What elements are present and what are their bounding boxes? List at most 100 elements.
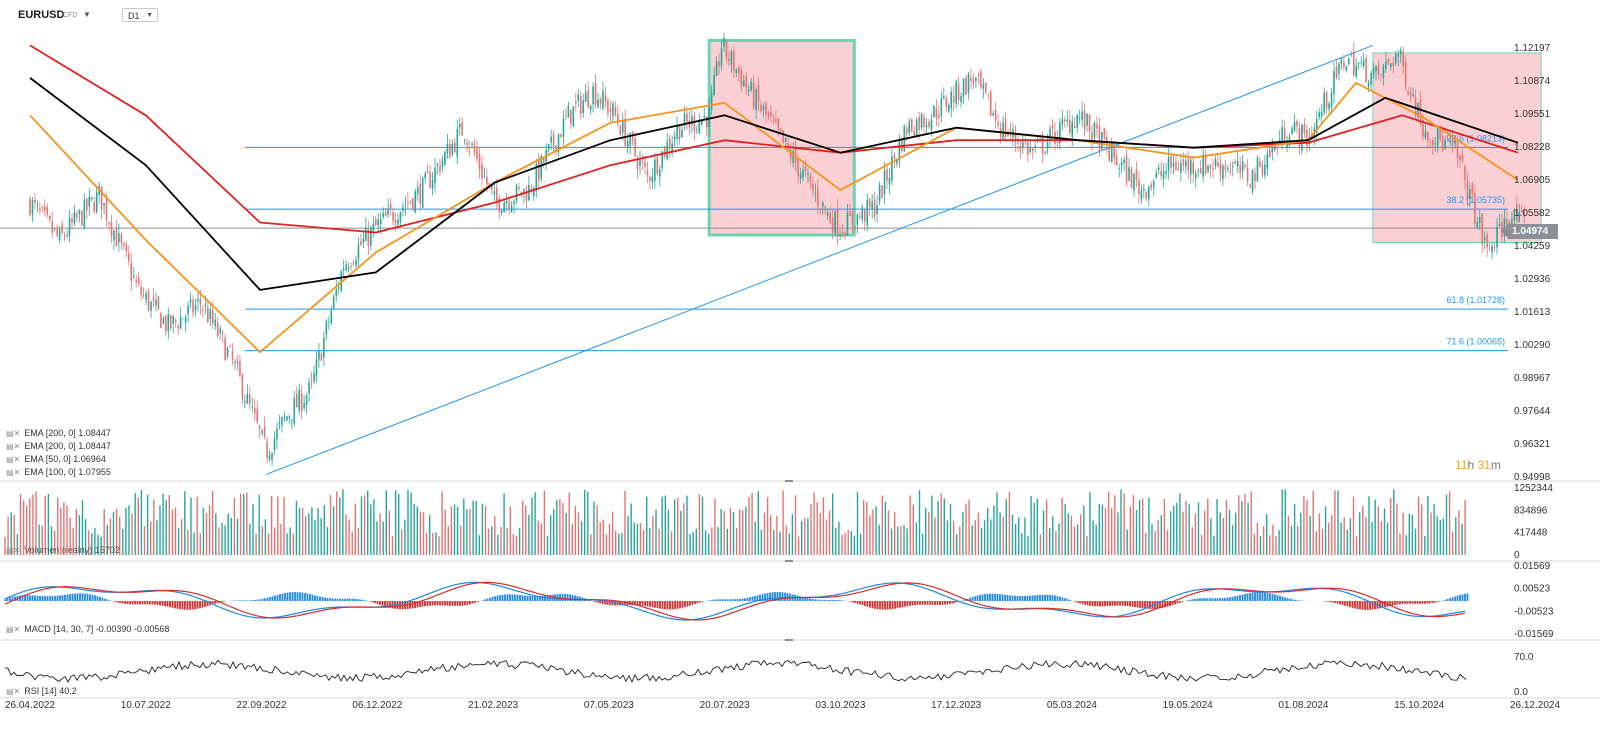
candle-body (266, 441, 268, 458)
candle-body (172, 316, 175, 324)
instrument-type: CFD (63, 12, 78, 19)
candle-body (486, 176, 488, 185)
candle-body (229, 346, 231, 347)
candle-body (1481, 213, 1484, 245)
date-axis-tick: 07.05.2023 (584, 700, 634, 711)
settings-icon[interactable]: ▤✕ (6, 455, 21, 464)
candle-body (997, 122, 999, 126)
settings-icon[interactable]: ▤✕ (6, 687, 21, 696)
candle-body (1301, 124, 1303, 151)
candle-body (214, 319, 217, 326)
settings-icon[interactable]: ▤✕ (6, 546, 21, 555)
candle-body (367, 229, 370, 246)
volume-axis-tick: 834896 (1514, 505, 1548, 516)
candle-body (1325, 92, 1328, 108)
candle-body (152, 297, 155, 301)
candle-body (1234, 161, 1237, 164)
candle-body (132, 275, 135, 277)
candle-body (950, 91, 953, 109)
candle-body (303, 403, 305, 408)
legend-label: EMA [50, 0] 1.06964 (24, 454, 106, 464)
legend-ema-200-black[interactable]: ▤✕ EMA [200, 0] 1.08447 (6, 441, 111, 451)
candle-body (577, 94, 580, 101)
candle-body (649, 176, 651, 181)
candle-body (123, 243, 125, 246)
macd-axis-tick: -0.00523 (1514, 606, 1554, 617)
candle-body (918, 116, 920, 131)
candle-body (1165, 171, 1167, 174)
timeframe-value: D1 (128, 11, 140, 21)
candle-body (150, 301, 152, 311)
candle-body (1014, 132, 1017, 142)
candle-body (878, 184, 881, 202)
candle-body (854, 226, 856, 229)
candle-body (1264, 164, 1266, 176)
date-axis-tick: 03.10.2023 (815, 700, 865, 711)
candle-body (1227, 168, 1229, 170)
candle-body (698, 120, 701, 134)
candle-body (678, 125, 681, 140)
candle-body (429, 172, 431, 188)
candle-body (1091, 132, 1093, 141)
candle-body (940, 97, 943, 116)
price-axis-tick: 1.08228 (1514, 142, 1551, 153)
candle-body (863, 210, 866, 222)
candle-body (873, 199, 876, 217)
candle-body (1222, 165, 1224, 180)
timeframe-select[interactable]: D1 ▼ (122, 8, 158, 22)
candle-body (1434, 143, 1437, 145)
candle-body (1474, 193, 1476, 224)
candle-body (377, 219, 380, 226)
candle-body (856, 214, 859, 225)
candle-body (370, 227, 372, 246)
candle-body (799, 173, 802, 179)
candle-body (1427, 131, 1429, 141)
candle-body (962, 78, 965, 97)
candle-body (1449, 140, 1451, 142)
chart-header: EURUSD CFD ▼ (0, 0, 200, 28)
legend-ema-200-grey[interactable]: ▤✕ EMA [200, 0] 1.08447 (6, 428, 111, 438)
candle-body (975, 77, 977, 81)
candle-body (115, 228, 118, 247)
candle-body (730, 51, 733, 65)
legend-volume[interactable]: ▤✕ Volumen (realny) 15702 (6, 545, 120, 555)
symbol-name[interactable]: EURUSD (18, 9, 65, 21)
settings-icon[interactable]: ▤✕ (6, 429, 21, 438)
candle-body (831, 217, 834, 233)
candle-body (315, 359, 318, 377)
candle-body (1118, 168, 1120, 169)
candle-body (449, 144, 451, 158)
settings-icon[interactable]: ▤✕ (6, 468, 21, 477)
candle-body (1177, 168, 1180, 171)
macd-axis-tick: 0.01569 (1514, 561, 1551, 572)
candle-body (424, 173, 426, 179)
symbol-dropdown-icon[interactable]: ▼ (83, 10, 91, 19)
trendline (265, 44, 1374, 475)
candle-body (78, 210, 81, 215)
candle-body (446, 143, 449, 154)
candle-body (345, 264, 347, 271)
legend-macd[interactable]: ▤✕ MACD [14, 30, 7] -0.00390 -0.00568 (6, 624, 169, 634)
candle-body (780, 127, 782, 132)
candle-body (1007, 132, 1009, 136)
candle-body (1180, 163, 1182, 173)
candle-body (1432, 139, 1434, 146)
settings-icon[interactable]: ▤✕ (6, 625, 21, 634)
candle-body (1064, 119, 1066, 122)
legend-ema-100[interactable]: ▤✕ EMA [100, 0] 1.07955 (6, 467, 111, 477)
candle-body (1286, 142, 1288, 149)
candle-body (1004, 118, 1007, 137)
candle-body (286, 416, 288, 421)
candle-body (789, 149, 792, 160)
legend-ema-50[interactable]: ▤✕ EMA [50, 0] 1.06964 (6, 454, 106, 464)
rsi-line (4, 659, 1467, 683)
settings-icon[interactable]: ▤✕ (6, 442, 21, 451)
legend-rsi[interactable]: ▤✕ RSI [14] 40.2 (6, 686, 77, 696)
candle-body (478, 153, 481, 170)
candle-body (414, 191, 417, 213)
candle-body (342, 268, 345, 271)
candle-body (56, 228, 58, 236)
candle-body (1414, 96, 1417, 116)
candle-body (189, 299, 192, 303)
